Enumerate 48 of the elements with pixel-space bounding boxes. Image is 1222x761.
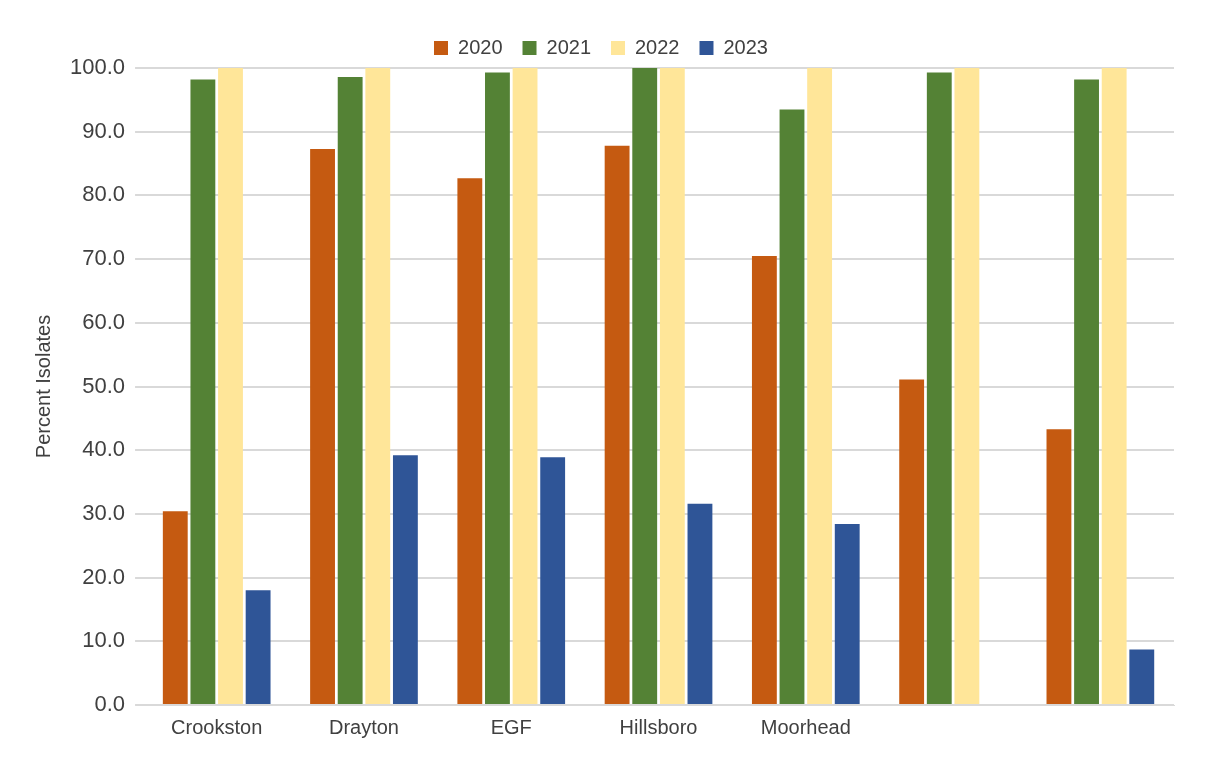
bar [1101, 68, 1127, 704]
bar [162, 511, 188, 704]
bar [310, 148, 335, 704]
legend-label: 2023 [723, 35, 768, 58]
bar [365, 68, 391, 704]
bar [1129, 649, 1155, 704]
y-tick-label: 80.0 [82, 181, 126, 207]
bar [604, 145, 630, 704]
y-tick-label: 0.0 [94, 691, 126, 717]
bar [485, 72, 510, 704]
x-tick-label: Moorhead [760, 715, 851, 738]
y-tick-label: 90.0 [82, 117, 126, 143]
x-tick-label: Drayton [328, 715, 399, 738]
bar [190, 79, 216, 704]
bar [512, 68, 538, 704]
legend-label: 2021 [546, 35, 592, 58]
y-tick-label: 40.0 [82, 436, 126, 462]
bar [632, 68, 658, 704]
x-tick-label: Crookston [171, 715, 263, 738]
bar [807, 68, 833, 704]
bar [1046, 429, 1072, 704]
y-tick-label: 50.0 [82, 372, 126, 398]
y-tick-label: 10.0 [82, 627, 126, 653]
bar [457, 178, 483, 704]
bar [245, 590, 271, 704]
bar [954, 68, 980, 704]
y-tick-label: 70.0 [82, 245, 126, 271]
bar [834, 524, 860, 704]
bar [392, 455, 418, 704]
bar [1074, 79, 1099, 704]
bar [218, 68, 243, 704]
bar [687, 503, 713, 704]
bar [540, 457, 566, 704]
y-tick-label: 60.0 [82, 308, 126, 334]
bar [926, 72, 952, 704]
y-tick-label: 30.0 [82, 499, 126, 525]
x-tick-label: EGF [490, 715, 532, 738]
bar [337, 76, 363, 704]
y-axis-title: Percent Isolates [31, 314, 54, 459]
bar [659, 68, 685, 704]
legend-label: 2020 [458, 35, 503, 58]
bar [751, 255, 777, 704]
x-tick-label: Hillsboro [619, 715, 698, 738]
bar [899, 379, 925, 704]
bar [779, 109, 805, 704]
y-tick-label: 100.0 [69, 54, 126, 80]
legend-label: 2022 [635, 35, 680, 58]
y-tick-label: 20.0 [82, 563, 126, 589]
